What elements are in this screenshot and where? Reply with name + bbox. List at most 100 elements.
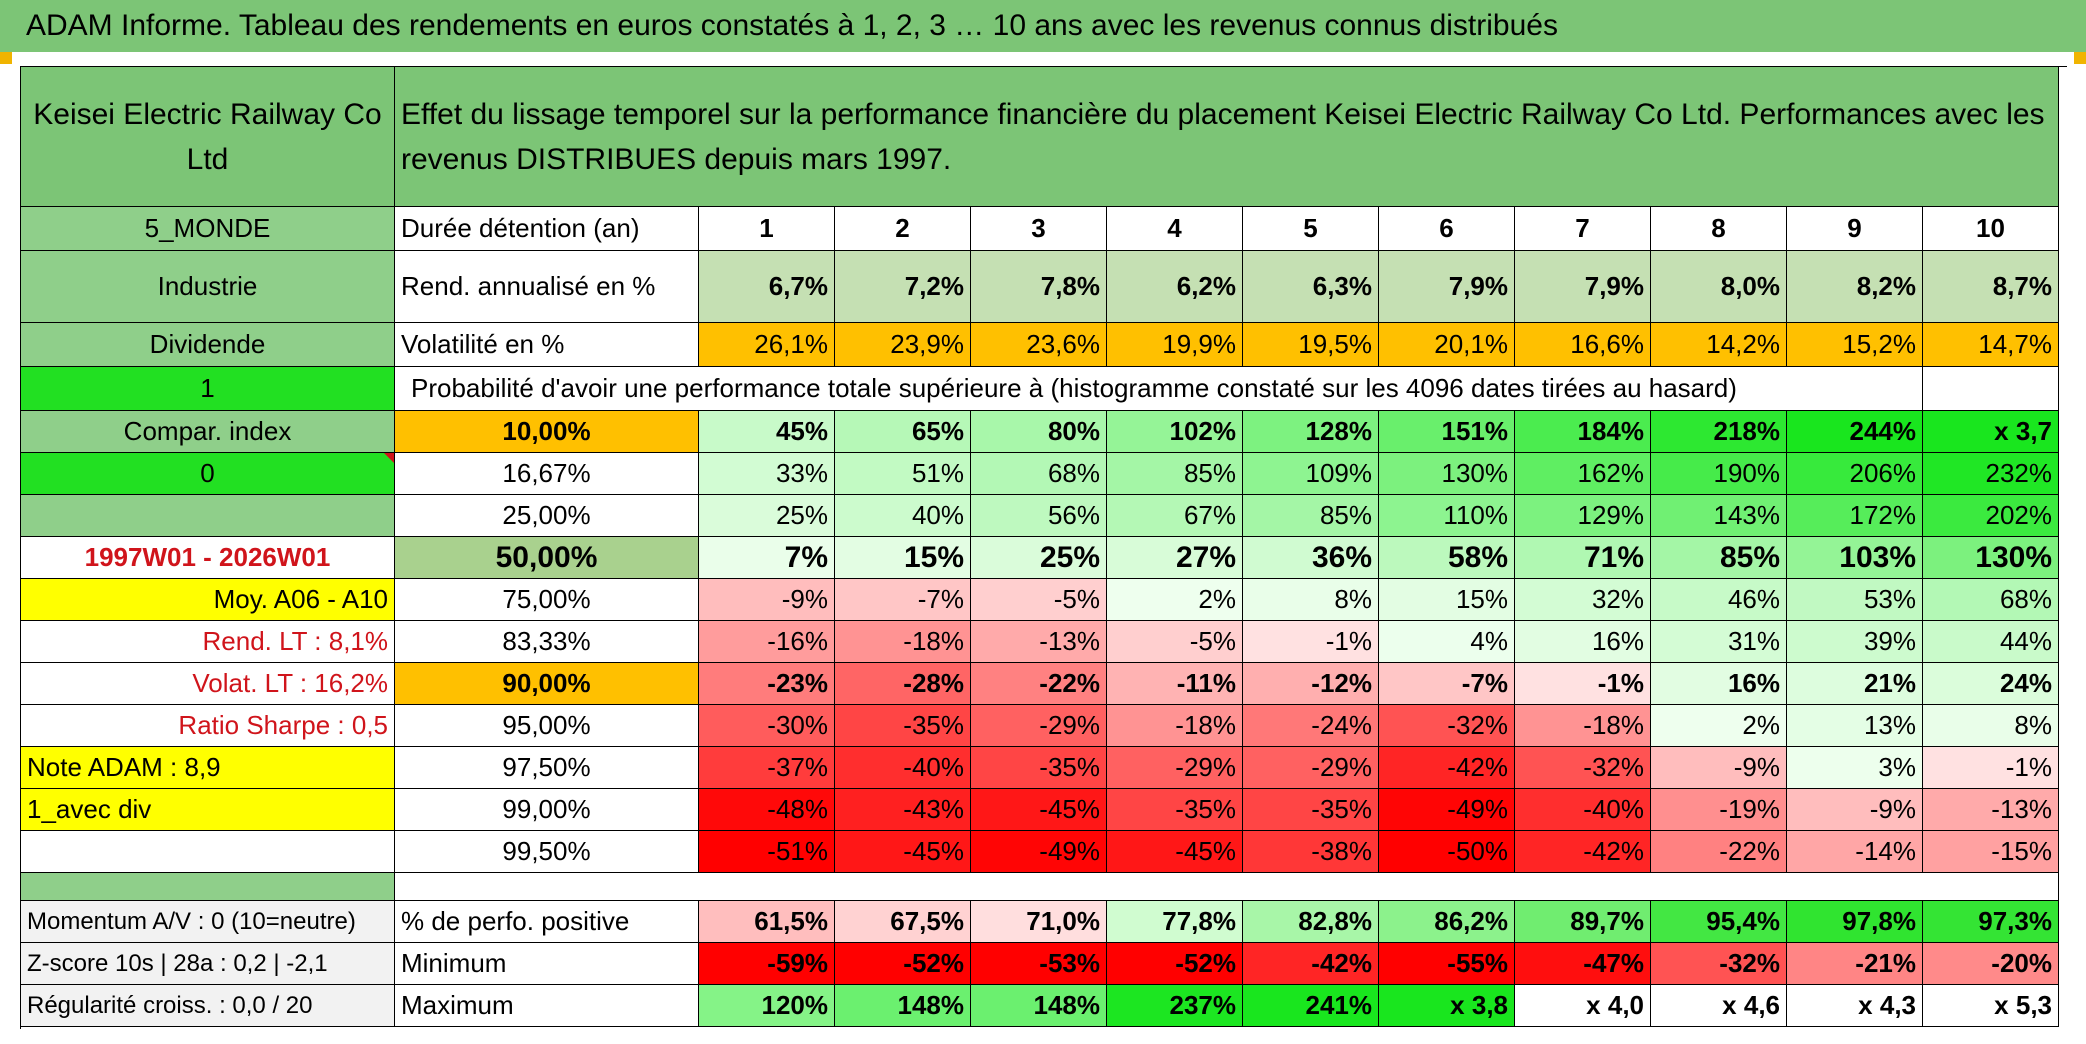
probability-threshold: 99,50% [395, 831, 699, 873]
probability-value: -18% [1107, 705, 1243, 747]
probability-value: 151% [1379, 411, 1515, 453]
probability-value: 102% [1107, 411, 1243, 453]
sector-label: Industrie [21, 251, 395, 323]
probability-value: 130% [1923, 537, 2059, 579]
year-header: 3 [971, 207, 1107, 251]
rendement-value: 6,2% [1107, 251, 1243, 323]
probability-value: -51% [699, 831, 835, 873]
year-header: 5 [1243, 207, 1379, 251]
dividend-label: Dividende [21, 323, 395, 367]
probabilite-label: Probabilité d'avoir une performance tota… [395, 367, 1923, 411]
probability-value: -29% [971, 705, 1107, 747]
probability-value: -43% [835, 789, 971, 831]
probability-value: -18% [1515, 705, 1651, 747]
probability-threshold: 16,67% [395, 453, 699, 495]
rendement-value: 8,2% [1787, 251, 1923, 323]
probability-value: 33% [699, 453, 835, 495]
probability-value: -37% [699, 747, 835, 789]
probability-value: 190% [1651, 453, 1787, 495]
pct-positive-value: 67,5% [835, 901, 971, 943]
probability-value: -7% [835, 579, 971, 621]
probability-value: -7% [1379, 663, 1515, 705]
compar-index-label: Compar. index [21, 411, 395, 453]
probability-value: -42% [1379, 747, 1515, 789]
flag-zero: 0 [21, 453, 395, 495]
maximum-value: 148% [971, 985, 1107, 1027]
moy-label: Moy. A06 - A10 [21, 579, 395, 621]
duree-label: Durée détention (an) [395, 207, 699, 251]
probability-value: 244% [1787, 411, 1923, 453]
probability-value: -13% [971, 621, 1107, 663]
probability-value: 128% [1243, 411, 1379, 453]
separator-green [21, 873, 395, 901]
probability-value: 184% [1515, 411, 1651, 453]
probability-value: 2% [1107, 579, 1243, 621]
probability-value: 56% [971, 495, 1107, 537]
probability-value: 15% [1379, 579, 1515, 621]
note-adam-label: Note ADAM : 8,9 [21, 747, 395, 789]
minimum-value: -55% [1379, 943, 1515, 985]
probability-value: -9% [699, 579, 835, 621]
probability-value: 21% [1787, 663, 1923, 705]
probability-value: 202% [1923, 495, 2059, 537]
rendement-value: 7,8% [971, 251, 1107, 323]
probability-value: -22% [971, 663, 1107, 705]
probability-value: 32% [1515, 579, 1651, 621]
probability-value: 25% [971, 537, 1107, 579]
probability-value: -35% [1107, 789, 1243, 831]
pct-positive-value: 71,0% [971, 901, 1107, 943]
probability-value: 129% [1515, 495, 1651, 537]
volatilite-value: 16,6% [1515, 323, 1651, 367]
probability-value: 44% [1923, 621, 2059, 663]
pct-positive-value: 97,8% [1787, 901, 1923, 943]
volatilite-value: 20,1% [1379, 323, 1515, 367]
probability-value: 25% [699, 495, 835, 537]
pct-positive-label: % de perfo. positive [395, 901, 699, 943]
probability-threshold: 75,00% [395, 579, 699, 621]
probability-value: -40% [1515, 789, 1651, 831]
flag-one: 1 [21, 367, 395, 411]
probability-value: -12% [1243, 663, 1379, 705]
probability-value: 3% [1787, 747, 1923, 789]
minimum-value: -59% [699, 943, 835, 985]
probability-value: 40% [835, 495, 971, 537]
probability-value: 15% [835, 537, 971, 579]
probability-value: 68% [971, 453, 1107, 495]
minimum-value: -53% [971, 943, 1107, 985]
volatilite-value: 23,9% [835, 323, 971, 367]
pct-positive-value: 86,2% [1379, 901, 1515, 943]
probability-threshold: 90,00% [395, 663, 699, 705]
zone-label: 5_MONDE [21, 207, 395, 251]
volat-lt-label: Volat. LT : 16,2% [21, 663, 395, 705]
probability-value: 85% [1107, 453, 1243, 495]
year-header: 8 [1651, 207, 1787, 251]
probability-threshold: 97,50% [395, 747, 699, 789]
probability-value: 31% [1651, 621, 1787, 663]
volatilite-value: 23,6% [971, 323, 1107, 367]
probability-value: 103% [1787, 537, 1923, 579]
probability-value: -29% [1107, 747, 1243, 789]
probability-threshold: 25,00% [395, 495, 699, 537]
year-header: 6 [1379, 207, 1515, 251]
probability-value: 232% [1923, 453, 2059, 495]
avec-div-label: 1_avec div [21, 789, 395, 831]
rendement-value: 7,9% [1515, 251, 1651, 323]
probability-value: 68% [1923, 579, 2059, 621]
probability-value: 130% [1379, 453, 1515, 495]
maximum-value: x 4,0 [1515, 985, 1651, 1027]
probability-value: 2% [1651, 705, 1787, 747]
minimum-label: Minimum [395, 943, 699, 985]
rendement-value: 8,7% [1923, 251, 2059, 323]
minimum-value: -21% [1787, 943, 1923, 985]
fund-name: Keisei Electric Railway Co Ltd [21, 67, 395, 207]
probability-value: -28% [835, 663, 971, 705]
probability-value: 58% [1379, 537, 1515, 579]
probability-value: -45% [971, 789, 1107, 831]
probability-value: -45% [835, 831, 971, 873]
probability-value: 45% [699, 411, 835, 453]
volatilite-value: 19,9% [1107, 323, 1243, 367]
performance-table: Keisei Electric Railway Co Ltd Effet du l… [20, 66, 2067, 1029]
probability-value: 206% [1787, 453, 1923, 495]
probability-value: -30% [699, 705, 835, 747]
probability-value: 172% [1787, 495, 1923, 537]
